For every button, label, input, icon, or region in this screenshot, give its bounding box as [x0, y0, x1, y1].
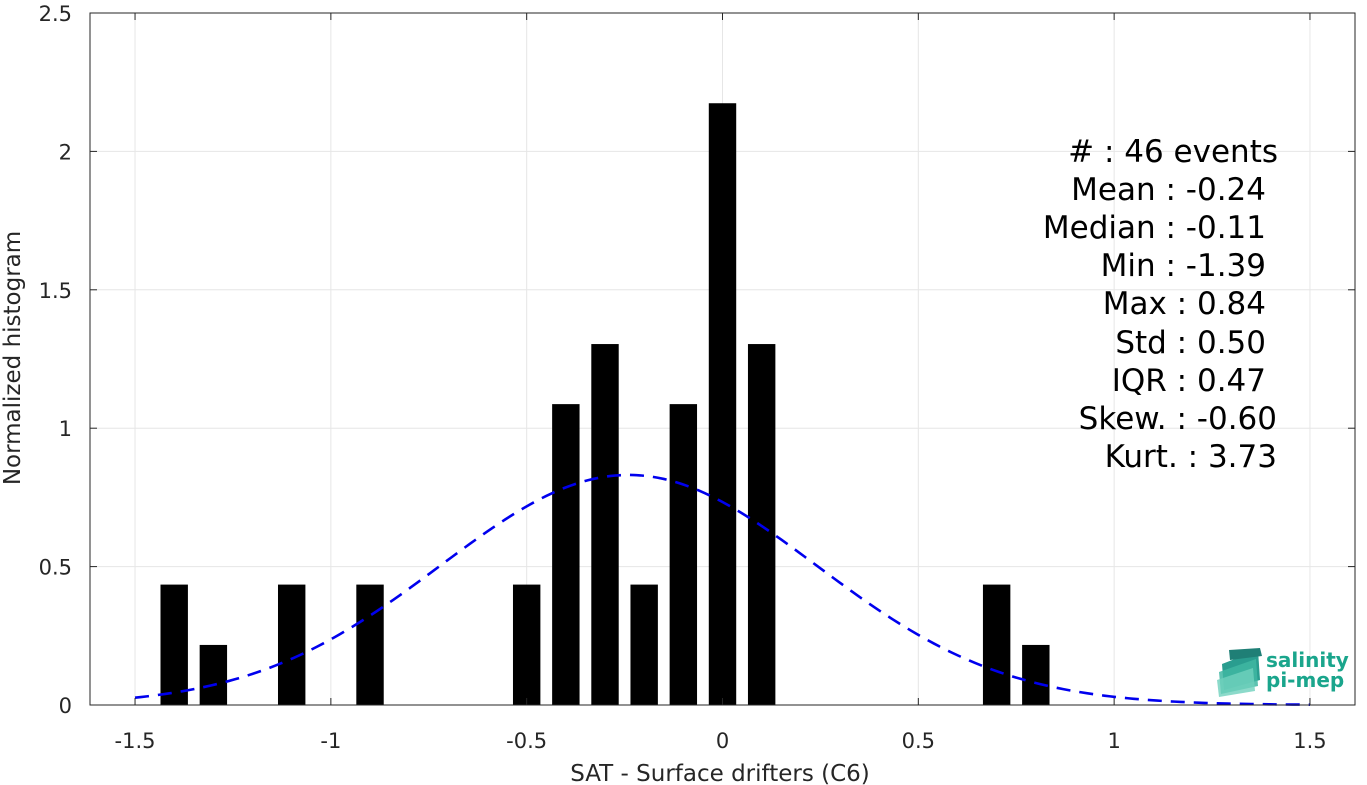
axis-ticks — [90, 12, 1355, 706]
logo-line-2: pi-mep — [1266, 668, 1344, 692]
x-tick-label: 1 — [1107, 729, 1120, 753]
statistics-panel: # : 46 events Mean : -0.24 Median : -0.1… — [1043, 134, 1278, 475]
histogram-bar — [199, 644, 228, 705]
gaussian-fit-curve — [134, 473, 1310, 706]
histogram-bar — [630, 584, 658, 705]
y-tick-labels: 0 0.5 1 1.5 2 2.5 — [39, 2, 72, 718]
x-tick-label: -1 — [320, 729, 341, 753]
stat-mean: Mean : -0.24 — [1071, 172, 1266, 208]
histogram-bar — [982, 584, 1011, 705]
histogram-bar — [708, 103, 737, 705]
y-tick-label: 2 — [59, 140, 72, 164]
stat-iqr: IQR : 0.47 — [1112, 363, 1266, 399]
salinity-pimep-logo: salinity pi-mep — [1217, 648, 1349, 697]
y-tick-label: 0 — [59, 694, 72, 718]
x-tick-label: -1.5 — [115, 729, 156, 753]
x-tick-label: 1.5 — [1293, 729, 1326, 753]
histogram-bar — [356, 584, 384, 705]
logo-line-1: salinity — [1266, 648, 1349, 672]
wave-logo-icon — [1217, 648, 1262, 697]
y-tick-label: 2.5 — [39, 2, 72, 26]
stat-kurt: Kurt. : 3.73 — [1105, 439, 1277, 475]
x-tick-label: 0.5 — [902, 729, 935, 753]
histogram-bar — [552, 404, 580, 705]
histogram-bars — [160, 103, 1050, 705]
x-tick-label: 0 — [716, 729, 729, 753]
histogram-bar — [669, 404, 698, 705]
stat-median: Median : -0.11 — [1043, 210, 1266, 246]
y-tick-label: 0.5 — [39, 556, 72, 580]
stat-max: Max : 0.84 — [1103, 286, 1266, 322]
histogram-bar — [512, 584, 541, 705]
x-axis-label: SAT - Surface drifters (C6) — [570, 761, 870, 785]
stat-count: # : 46 events — [1068, 134, 1278, 170]
stat-skew: Skew. : -0.60 — [1079, 401, 1277, 437]
histogram-bar — [160, 584, 188, 705]
stat-min: Min : -1.39 — [1101, 248, 1266, 284]
y-tick-label: 1.5 — [39, 279, 72, 303]
histogram-bar — [277, 584, 306, 705]
histogram-bar — [1022, 644, 1050, 705]
y-axis-label: Normalized histogram — [0, 231, 26, 485]
histogram-bar — [591, 344, 619, 705]
y-tick-label: 1 — [59, 417, 72, 441]
x-tick-label: -0.5 — [506, 729, 547, 753]
stat-std: Std : 0.50 — [1115, 325, 1266, 361]
x-tick-labels: -1.5 -1 -0.5 0 0.5 1 1.5 — [115, 729, 1327, 753]
